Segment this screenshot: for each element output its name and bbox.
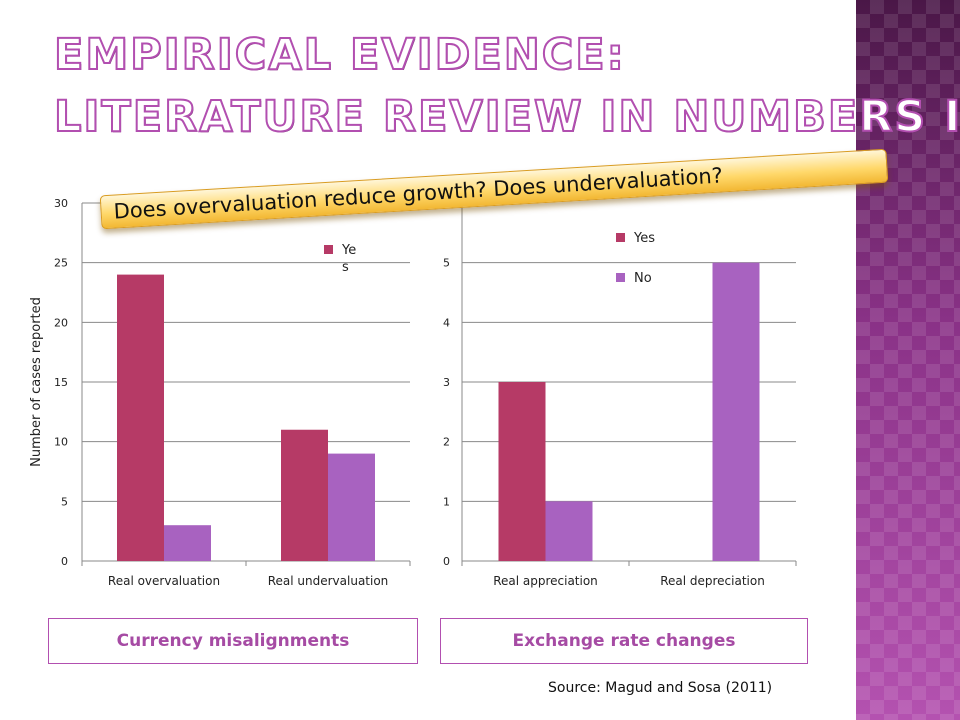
legend-label: Ye — [341, 243, 356, 258]
legend-swatch-1 — [324, 245, 333, 254]
bar-yes-1 — [498, 382, 546, 561]
y-tick-label: 3 — [443, 376, 450, 389]
y-tick-label: 4 — [443, 316, 450, 329]
category-label: Real depreciation — [660, 574, 765, 588]
legend-label: s — [342, 260, 349, 275]
y-tick-label: 0 — [61, 555, 68, 568]
bar-no-2 — [328, 453, 375, 561]
y-tick-label: 15 — [54, 376, 68, 389]
y-tick-label: 20 — [54, 316, 68, 329]
y-tick-label: 1 — [443, 495, 450, 508]
y-tick-label: 25 — [54, 257, 68, 270]
side-decoration-band — [856, 0, 960, 720]
bar-yes-1 — [117, 274, 164, 561]
legend-label: No — [634, 271, 652, 286]
bar-no-1 — [164, 525, 211, 561]
y-tick-label: 5 — [443, 257, 450, 270]
bar-no-2 — [712, 262, 760, 561]
caption-currency-misalignments: Currency misalignments — [48, 618, 418, 664]
y-axis-title: Number of cases reported — [29, 297, 44, 467]
legend-swatch-2 — [616, 273, 625, 282]
category-label: Real undervaluation — [268, 574, 389, 588]
slide-title-line-1: EMPIRICAL EVIDENCE: — [53, 29, 626, 81]
y-tick-label: 5 — [61, 495, 68, 508]
bar-yes-2 — [281, 429, 328, 561]
legend-label: Yes — [633, 231, 655, 246]
legend-swatch-1 — [616, 233, 625, 242]
source-note: Source: Magud and Sosa (2011) — [548, 680, 773, 696]
category-label: Real appreciation — [493, 574, 598, 588]
category-label: Real overvaluation — [108, 574, 220, 588]
bar-no-1 — [545, 501, 593, 561]
slide-title-line-2: LITERATURE REVIEW IN NUMBERS IV — [53, 91, 960, 143]
y-tick-label: 10 — [54, 436, 68, 449]
y-tick-label: 0 — [443, 555, 450, 568]
y-tick-label: 2 — [443, 436, 450, 449]
caption-exchange-rate-changes: Exchange rate changes — [440, 618, 808, 664]
y-tick-label: 30 — [54, 197, 68, 210]
